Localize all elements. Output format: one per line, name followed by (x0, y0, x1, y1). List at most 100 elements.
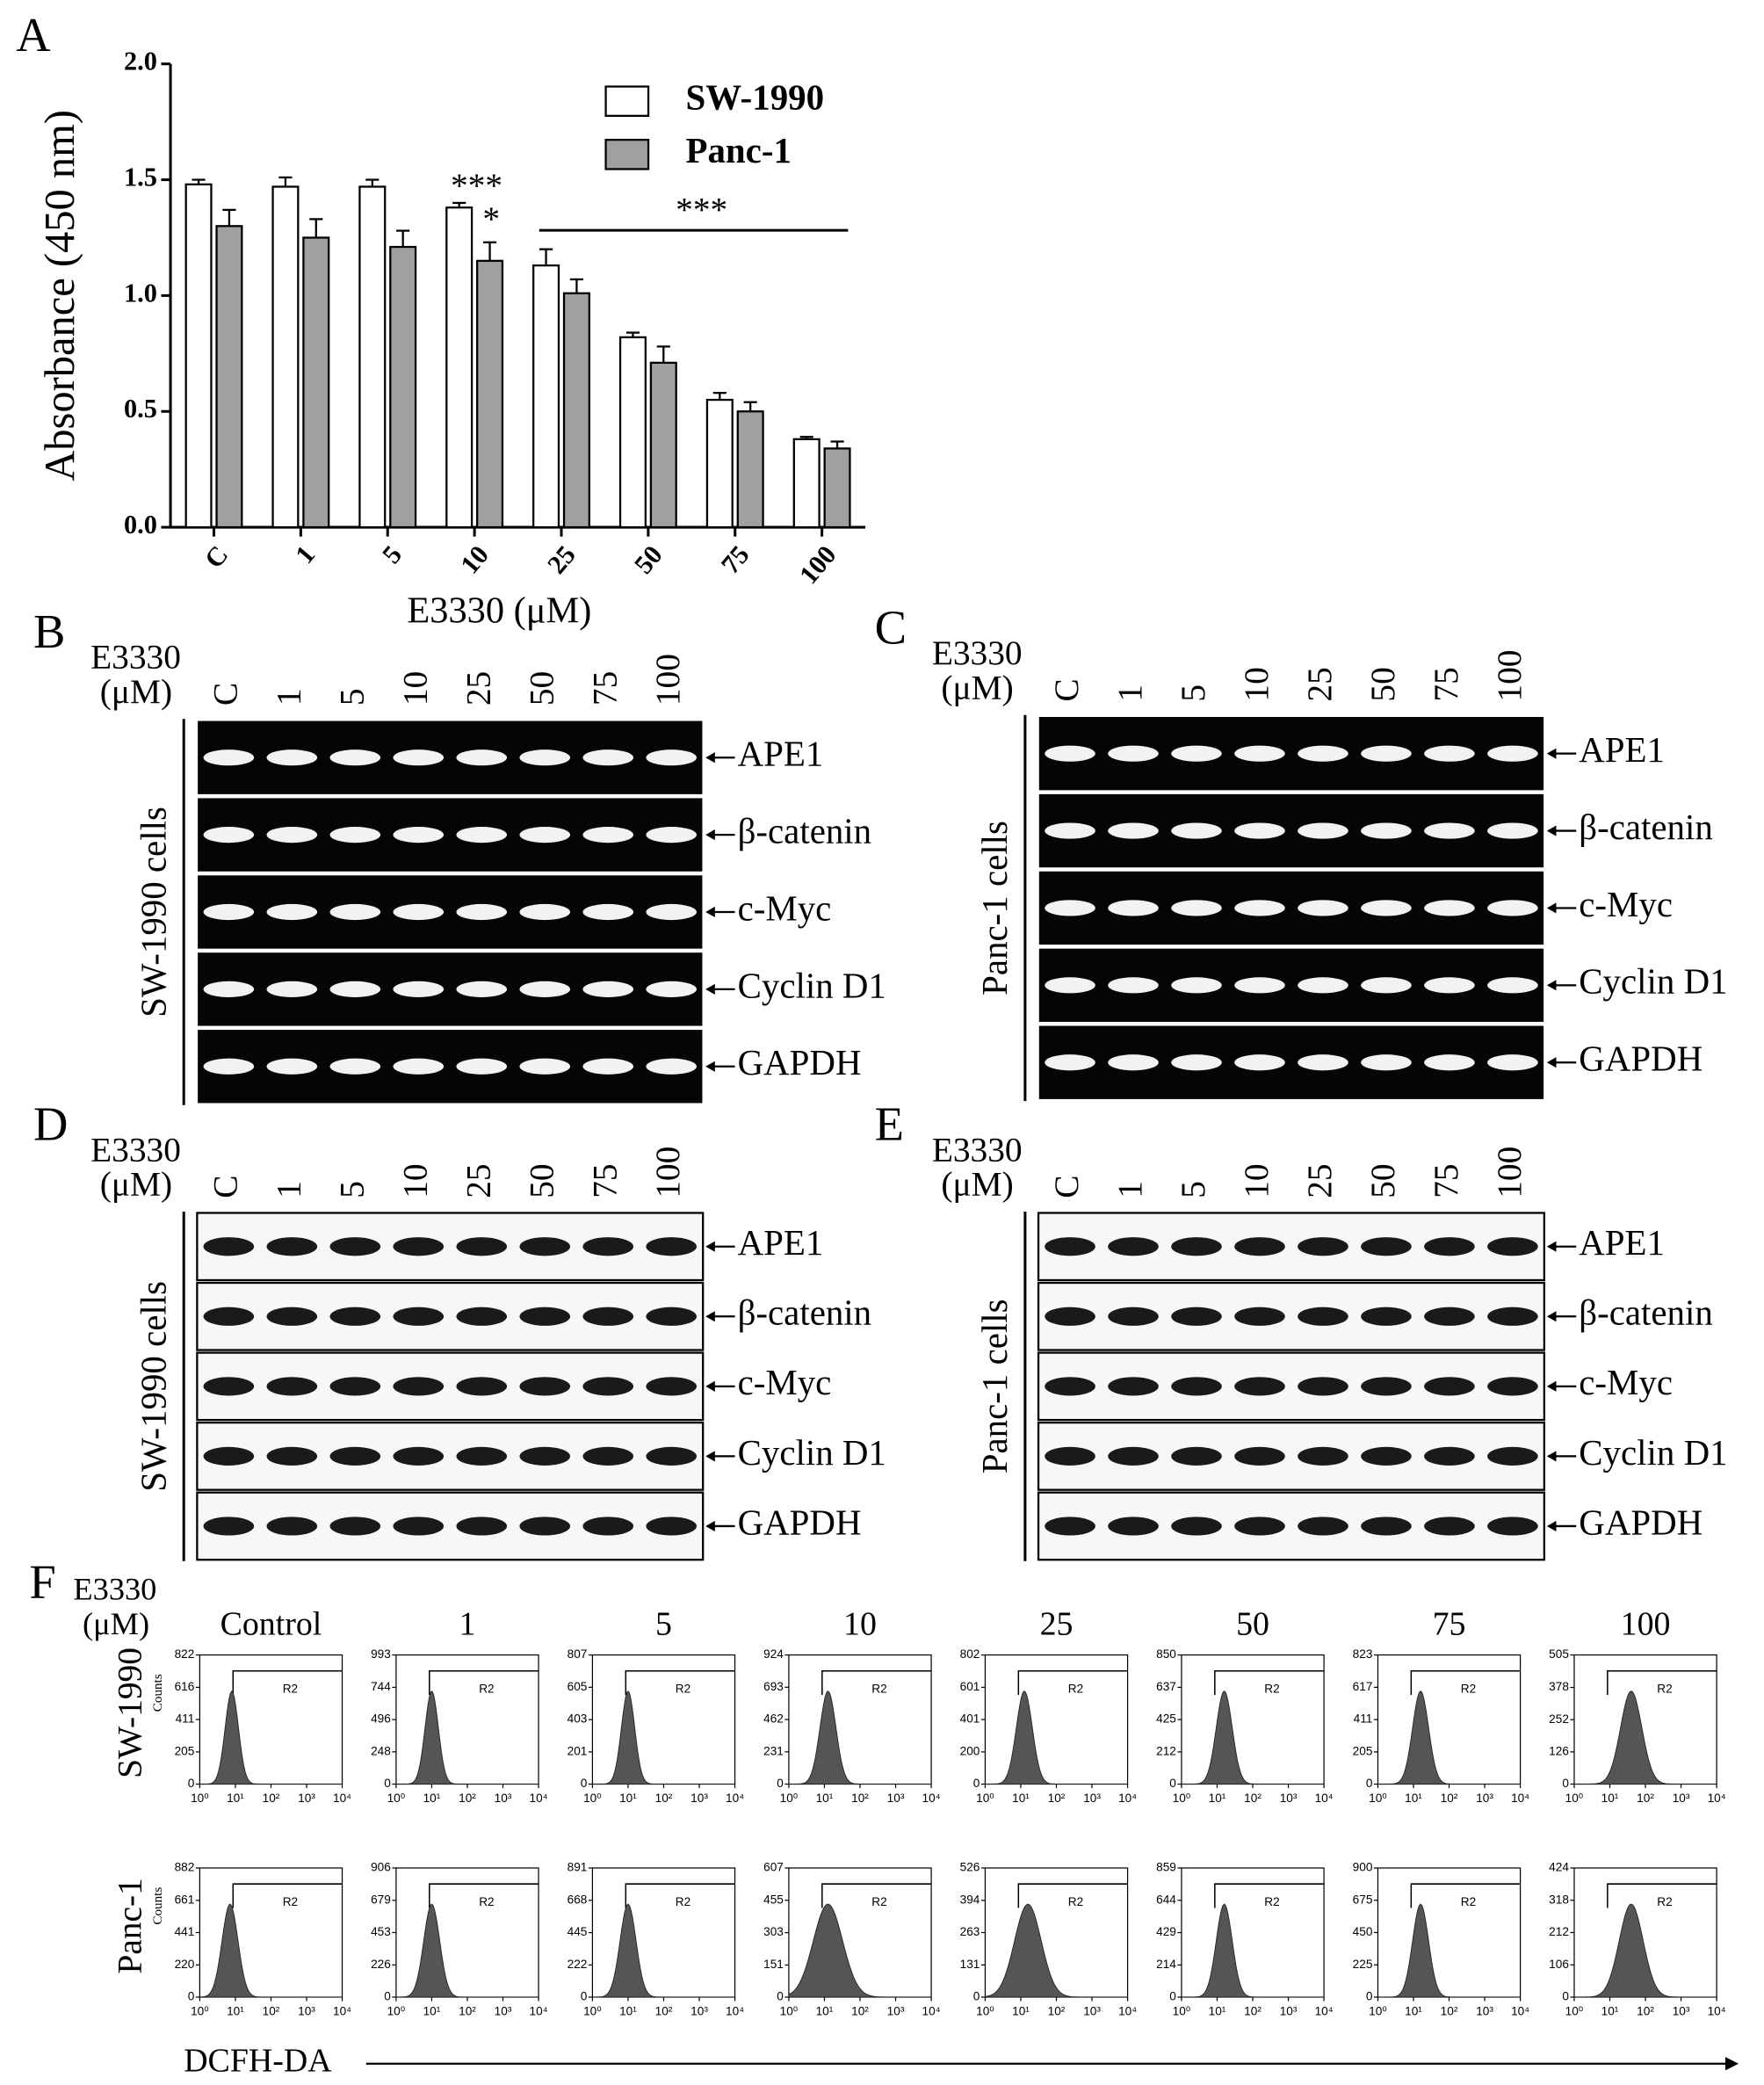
bar (823, 447, 851, 529)
band (329, 1058, 381, 1075)
lane-label: C (206, 683, 244, 706)
x-tick-label: 10⁰ (1369, 1792, 1387, 1805)
band (582, 827, 634, 843)
band-label: c-Myc (1579, 885, 1673, 924)
plot-frame (1377, 1654, 1522, 1785)
band (519, 1377, 571, 1396)
x-tick-label: 10³ (887, 2004, 905, 2017)
lane-label: 25 (1300, 667, 1339, 701)
x-tick-label: 10⁴ (1315, 1792, 1334, 1805)
x-tick-label: 10 (454, 539, 495, 579)
arrow-head (705, 1451, 715, 1462)
band (329, 1446, 381, 1466)
band (203, 903, 255, 921)
y-tick-label: 394 (960, 1893, 980, 1906)
band (203, 827, 255, 843)
band (1045, 1517, 1095, 1536)
unit-label: (μM) (100, 672, 172, 711)
band (1045, 745, 1095, 762)
gate (1410, 1883, 1521, 1908)
band (519, 1446, 571, 1466)
x-tick-label: 10⁴ (333, 1792, 351, 1805)
gate-label: R2 (871, 1683, 886, 1696)
gate-label: R2 (676, 1683, 690, 1696)
histogram (592, 1690, 735, 1785)
band (646, 1058, 697, 1075)
x-tick-label: 10¹ (619, 1792, 637, 1805)
gate (429, 1669, 539, 1696)
x-tick-label: 10¹ (1012, 2004, 1030, 2017)
gate-label: R2 (1068, 1895, 1083, 1908)
band (1171, 1446, 1222, 1466)
y-tick-label: 205 (175, 1744, 195, 1757)
bar (705, 398, 734, 529)
x-tick-label: 10¹ (1209, 1792, 1226, 1805)
band (329, 1237, 381, 1256)
x-tick-label: 10⁰ (1565, 1792, 1584, 1805)
band (1298, 1446, 1348, 1466)
band (1424, 900, 1475, 916)
x-tick-label: 10⁴ (1315, 2004, 1334, 2017)
y-tick-label: 441 (175, 1925, 195, 1938)
bar (184, 183, 213, 529)
x-tick-label: 10² (1637, 2004, 1654, 2017)
band (329, 903, 381, 921)
band (582, 903, 634, 921)
gate-label: R2 (1264, 1895, 1279, 1908)
band (329, 981, 381, 997)
y-tick-label: 859 (1156, 1861, 1176, 1874)
plot-frame (788, 1654, 932, 1785)
x-tick-label: 10⁰ (780, 1792, 799, 1805)
band-label: c-Myc (738, 1363, 832, 1402)
y-tick-label: 411 (176, 1712, 195, 1726)
lane-label: C (1047, 678, 1086, 701)
band (519, 827, 571, 843)
band (1361, 745, 1412, 762)
histogram (199, 1690, 343, 1785)
band (203, 1307, 255, 1326)
band (1424, 1237, 1475, 1256)
band (582, 1058, 634, 1075)
y-tick-label: 445 (568, 1925, 588, 1938)
band (1298, 1307, 1348, 1326)
plot-frame (984, 1654, 1129, 1785)
lane-label: 50 (522, 671, 560, 706)
band (1424, 1307, 1475, 1326)
y-tick-label: 0 (581, 1777, 588, 1790)
x-tick-label: 50 (628, 539, 669, 579)
band (646, 1377, 697, 1396)
gate (232, 1883, 343, 1908)
bar (618, 336, 647, 529)
x-tick-label: 10² (655, 1792, 673, 1805)
bar (215, 225, 243, 529)
histogram (395, 1903, 539, 1998)
band (1108, 900, 1159, 916)
band (1171, 1054, 1222, 1071)
band (1171, 1307, 1222, 1326)
bar (389, 245, 417, 529)
x-tick-label: 10³ (1083, 2004, 1101, 2017)
row-label: Panc-1 (111, 1878, 149, 1973)
band-label: Cyclin D1 (1579, 962, 1727, 1002)
band (1171, 822, 1222, 839)
gate (821, 1669, 932, 1696)
band (1108, 1054, 1159, 1071)
panel-label: B (33, 605, 65, 658)
x-tick-label: 10¹ (1601, 2004, 1619, 2017)
lane-label: 10 (395, 1163, 434, 1198)
histogram (1573, 1690, 1717, 1785)
band (1487, 822, 1538, 839)
band (456, 981, 508, 997)
band (393, 903, 445, 921)
arrow-head (1546, 902, 1557, 914)
band-label: GAPDH (1579, 1502, 1703, 1542)
x-tick-label: 10² (851, 1792, 869, 1805)
x-tick-label: 10⁴ (922, 1792, 941, 1805)
gate (1214, 1669, 1325, 1696)
band (1361, 1517, 1412, 1536)
legend-label: Panc-1 (685, 131, 791, 170)
band (1487, 745, 1538, 762)
column-label: 25 (1040, 1605, 1074, 1642)
y-tick-label: 2.0 (124, 47, 157, 76)
band-label: GAPDH (1579, 1039, 1703, 1079)
